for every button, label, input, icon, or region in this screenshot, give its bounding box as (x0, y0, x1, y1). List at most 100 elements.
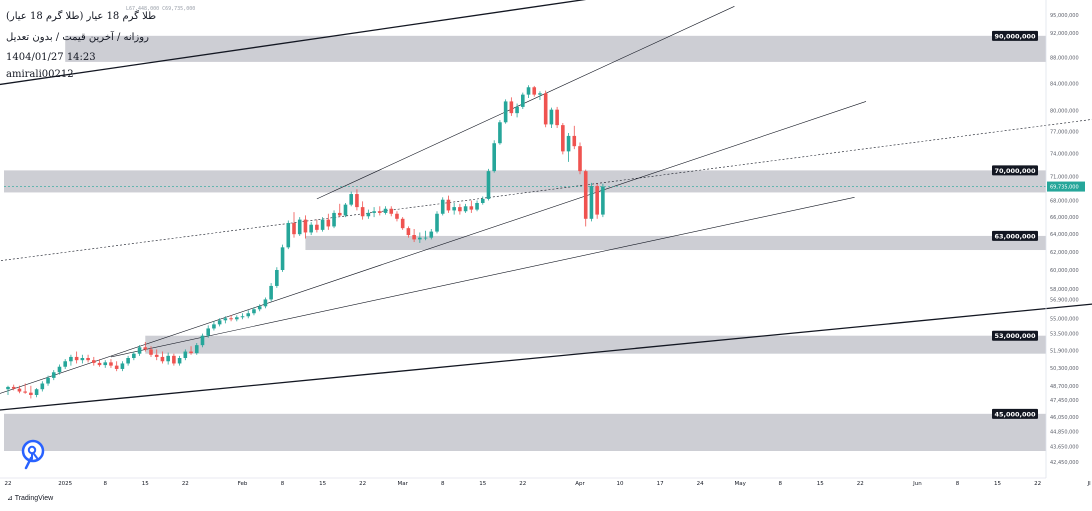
candle (360, 201, 365, 220)
price-tick-label: 56,900,000 (1050, 297, 1079, 303)
time-tick-label: 22 (857, 481, 864, 487)
candle-body (194, 345, 199, 354)
candle-body (555, 109, 559, 126)
trend-line (0, 0, 587, 86)
zone-label-box (992, 165, 1038, 176)
price-tick-label: 46,050,000 (1050, 415, 1079, 421)
candle-body (509, 101, 514, 114)
candle (475, 200, 479, 212)
trend-line (110, 196, 855, 358)
candle (526, 85, 531, 99)
candle-body (269, 285, 273, 300)
candle (429, 229, 434, 240)
time-tick-label: Jl (1087, 481, 1092, 487)
candle (309, 222, 313, 236)
candle-body (257, 306, 262, 310)
candle-body (160, 356, 165, 362)
price-tick-label: 47,450,000 (1050, 398, 1079, 404)
candle-body (172, 355, 176, 364)
candle-body (286, 223, 291, 248)
candle-body (120, 363, 125, 369)
chart-subtitle: روزانه / آخرین قیمت / بدون تعدیل (6, 32, 149, 43)
candle-body (86, 358, 90, 361)
candle (595, 183, 599, 219)
candle (74, 351, 79, 364)
candle-body (235, 317, 239, 320)
candle-body (389, 208, 394, 214)
candle (229, 315, 233, 322)
candle (263, 297, 268, 309)
candle-body (143, 347, 148, 350)
time-tick-label: 8 (281, 481, 285, 487)
candle (383, 206, 388, 215)
candle (463, 203, 468, 213)
candle-body (521, 94, 525, 107)
candle (154, 349, 159, 361)
candle (86, 354, 90, 363)
price-tick-label: 44,850,000 (1050, 429, 1079, 435)
candle-body (463, 206, 468, 212)
candle (223, 316, 228, 324)
last-price-marker (1047, 181, 1085, 192)
candle (69, 354, 73, 366)
candle-body (69, 356, 73, 362)
candle-body (246, 313, 251, 317)
time-tick-label: May (734, 481, 746, 487)
price-tick-label: 43,650,000 (1050, 445, 1079, 451)
candle-body (212, 324, 216, 329)
candle-body (315, 224, 319, 230)
price-tick-label: 95,000,000 (1050, 13, 1079, 19)
candle (194, 343, 199, 355)
candle (423, 230, 428, 241)
candle-body (452, 207, 456, 211)
candle (46, 375, 50, 386)
candle-body (595, 186, 599, 215)
candle (589, 182, 594, 222)
candle-body (400, 218, 405, 229)
candle (212, 321, 216, 331)
candle (578, 142, 582, 175)
ohlc-readout: L67,448,000 C69,735,000 (126, 6, 196, 12)
tradingview-logo-icon (21, 439, 45, 470)
candle (286, 220, 291, 250)
candle-body (223, 318, 228, 321)
time-tick-label: 22 (519, 481, 526, 487)
candle-body (137, 347, 142, 354)
candle (143, 341, 148, 352)
candle (29, 385, 33, 399)
candle-body (309, 224, 313, 233)
candle (389, 206, 394, 217)
candle-body (337, 212, 342, 216)
price-tick-label: 60,000,000 (1050, 268, 1079, 274)
time-tick-label: Mar (397, 481, 408, 487)
candle-body (132, 353, 136, 359)
zone-label-box (992, 30, 1038, 41)
candle (469, 200, 474, 213)
candle (34, 388, 39, 398)
candles-layer (6, 85, 605, 399)
price-tick-label: 84,000,000 (1050, 81, 1079, 87)
candle-body (46, 377, 50, 384)
candle (326, 213, 331, 230)
sr-zone (305, 235, 1046, 251)
candle (503, 99, 508, 124)
candle-body (343, 204, 348, 216)
candle-body (263, 299, 268, 307)
candle (126, 355, 130, 366)
candle-body (492, 143, 496, 172)
time-tick-label: 22 (182, 481, 189, 487)
price-tick-label: 51,900,000 (1050, 348, 1079, 354)
zone-label-text: 70,000,000 (994, 167, 1036, 175)
candle-body (418, 237, 422, 240)
price-tick-label: 55,000,000 (1050, 316, 1079, 322)
candle-body (349, 194, 353, 205)
candle (109, 359, 113, 368)
candle-body (189, 351, 193, 354)
candle (435, 211, 439, 234)
candle-body (17, 388, 22, 392)
time-tick-label: 22 (5, 481, 12, 487)
candle-body (34, 389, 39, 395)
candle (114, 361, 119, 372)
